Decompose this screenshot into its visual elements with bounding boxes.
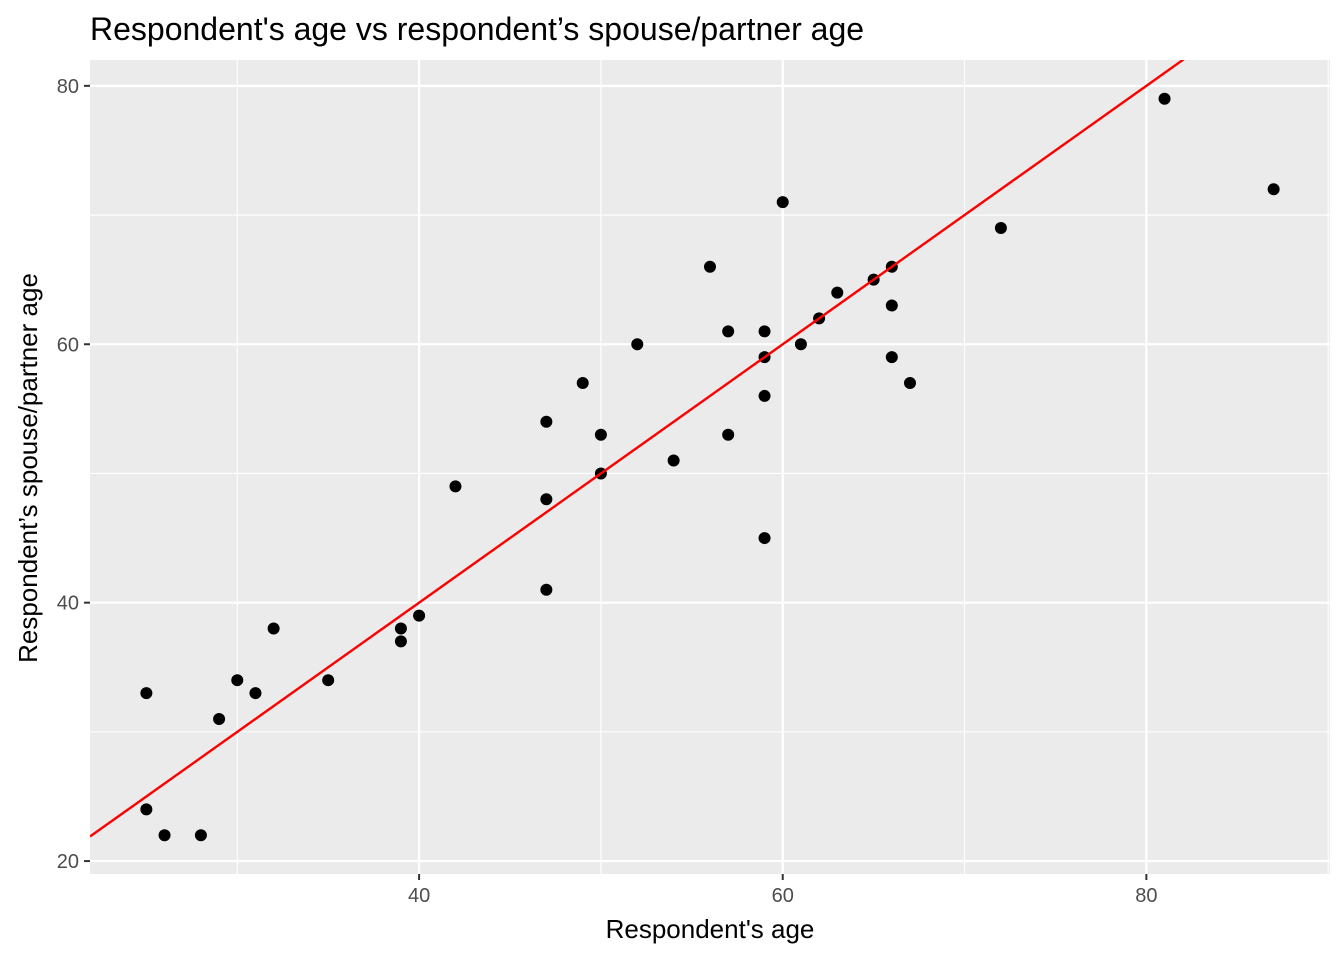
data-point [267,622,280,635]
chart-title: Respondent's age vs respondent’s spouse/… [90,11,864,47]
data-point [794,338,807,351]
data-point [140,687,153,700]
y-axis-title: Respondent’s spouse/partner age [13,273,43,663]
data-point [667,454,680,467]
x-tick-label: 60 [772,885,794,907]
data-point [631,338,644,351]
data-point [540,493,553,506]
data-point [413,609,426,622]
data-point [994,221,1007,234]
x-tick-label: 80 [1135,885,1157,907]
data-point [831,286,844,299]
fit-line [90,60,1185,838]
data-point [594,428,607,441]
data-point [158,829,171,842]
tick-labels: 40 60 80 20 40 60 80 [57,76,1158,907]
data-point [540,415,553,428]
fit-line-layer [90,60,1185,838]
y-tick-label: 60 [57,334,79,356]
data-point [758,325,771,338]
data-point [249,687,262,700]
data-point [322,674,335,687]
major-gridlines [90,60,1330,874]
data-point [758,389,771,402]
data-point [722,325,735,338]
data-point [904,377,916,390]
axis-ticks [84,84,1148,880]
data-point [394,622,407,635]
x-tick-label: 40 [408,885,430,907]
x-axis-title: Respondent's age [606,914,815,944]
plot-panel [90,60,1330,874]
y-tick-label: 40 [57,593,79,615]
data-point [722,428,735,441]
data-point [576,377,589,390]
data-point [194,829,207,842]
data-point [885,351,898,364]
y-tick-label: 80 [57,76,79,98]
data-point [231,674,244,687]
data-point [213,712,226,725]
minor-gridlines [90,60,1330,874]
data-point [540,583,553,596]
y-tick-label: 20 [57,851,79,873]
data-point [885,299,898,312]
data-point [704,260,716,273]
data-point [449,480,462,493]
data-point [758,532,771,545]
data-point [394,635,407,648]
data-point [1158,92,1171,105]
data-point [776,196,789,209]
data-point [1267,183,1280,196]
data-point [140,803,153,816]
